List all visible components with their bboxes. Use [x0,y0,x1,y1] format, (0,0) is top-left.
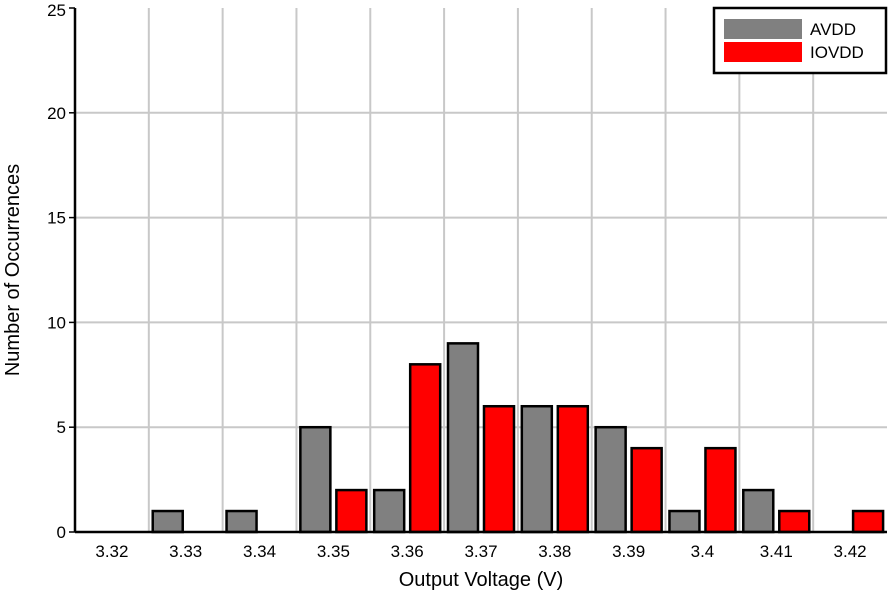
legend-label-iovdd: IOVDD [810,43,864,62]
bar-iovdd-3.39 [630,446,663,534]
legend: AVDD IOVDD [712,6,888,75]
x-tick-label: 3.39 [612,542,645,561]
bar-iovdd-3.36 [408,363,442,534]
x-tick-label: 3.32 [95,542,128,561]
bar-avdd-3.38 [520,404,554,534]
y-tick-label: 20 [47,104,66,123]
x-tick-label: 3.38 [538,542,571,561]
y-tick-label: 15 [47,209,66,228]
bar-iovdd-3.37 [482,404,516,534]
x-tick-label: 3.42 [834,542,867,561]
x-tick-label: 3.37 [464,542,497,561]
y-axis-title: Number of Occurrences [2,164,24,376]
legend-swatch-avdd [724,19,802,39]
bar-avdd-3.37 [446,342,480,534]
bar-avdd-3.36 [372,488,406,534]
y-tick-label: 5 [57,418,66,437]
bar-iovdd-3.38 [556,404,590,534]
legend-swatch-iovdd [724,42,802,62]
y-tick-labels: 0 5 10 15 20 25 [47,1,75,542]
bar-avdd-3.35 [299,425,332,534]
bar-iovdd-3.41 [778,509,811,534]
x-tick-label: 3.36 [391,542,424,561]
x-tick-label: 3.35 [317,542,350,561]
x-axis-title: Output Voltage (V) [399,569,564,590]
bar-iovdd-3.42 [851,509,885,534]
grid-lines [75,8,887,532]
legend-label-avdd: AVDD [810,20,856,39]
y-tick-label: 10 [47,313,66,332]
bar-iovdd-3.35 [335,488,368,534]
bar-avdd-3.33 [151,509,184,534]
bar-avdd-3.34 [225,509,258,534]
bar-avdd-3.41 [742,488,775,534]
y-tick-label: 25 [47,1,66,20]
bar-avdd-3.4 [668,509,701,534]
x-tick-label: 3.33 [169,542,202,561]
x-tick-labels: 3.32 3.33 3.34 3.35 3.36 3.37 3.38 3.39 3.4 3.41 3… [95,542,866,561]
axes [73,8,887,534]
y-tick-label: 0 [57,523,66,542]
bars [151,342,885,534]
x-tick-label: 3.34 [243,542,276,561]
bar-avdd-3.39 [594,425,627,534]
x-tick-label: 3.41 [760,542,793,561]
legend-box [712,6,888,75]
x-tick-label: 3.4 [691,542,715,561]
bar-iovdd-3.4 [704,446,737,534]
